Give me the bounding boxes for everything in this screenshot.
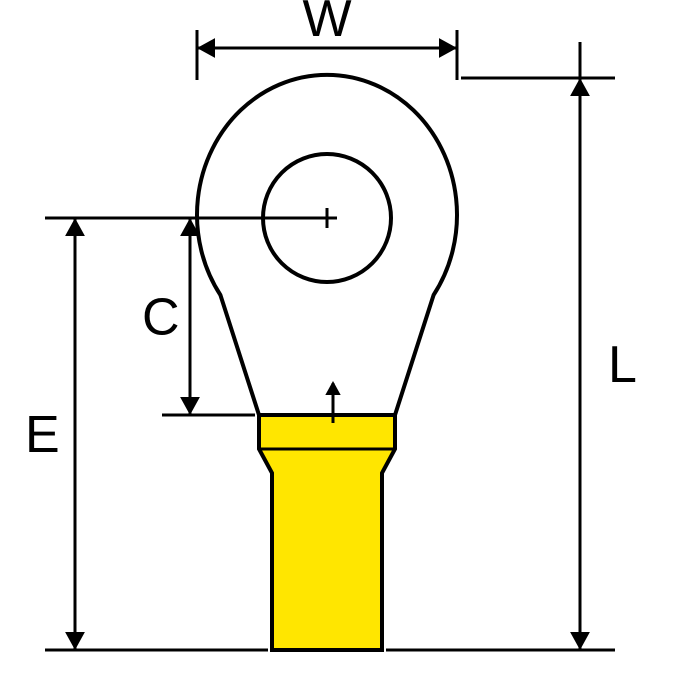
dim-label-W: W bbox=[302, 0, 351, 48]
dim-label-E: E bbox=[25, 406, 60, 464]
dim-label-C: C bbox=[142, 289, 180, 347]
dim-label-L: L bbox=[608, 336, 637, 394]
